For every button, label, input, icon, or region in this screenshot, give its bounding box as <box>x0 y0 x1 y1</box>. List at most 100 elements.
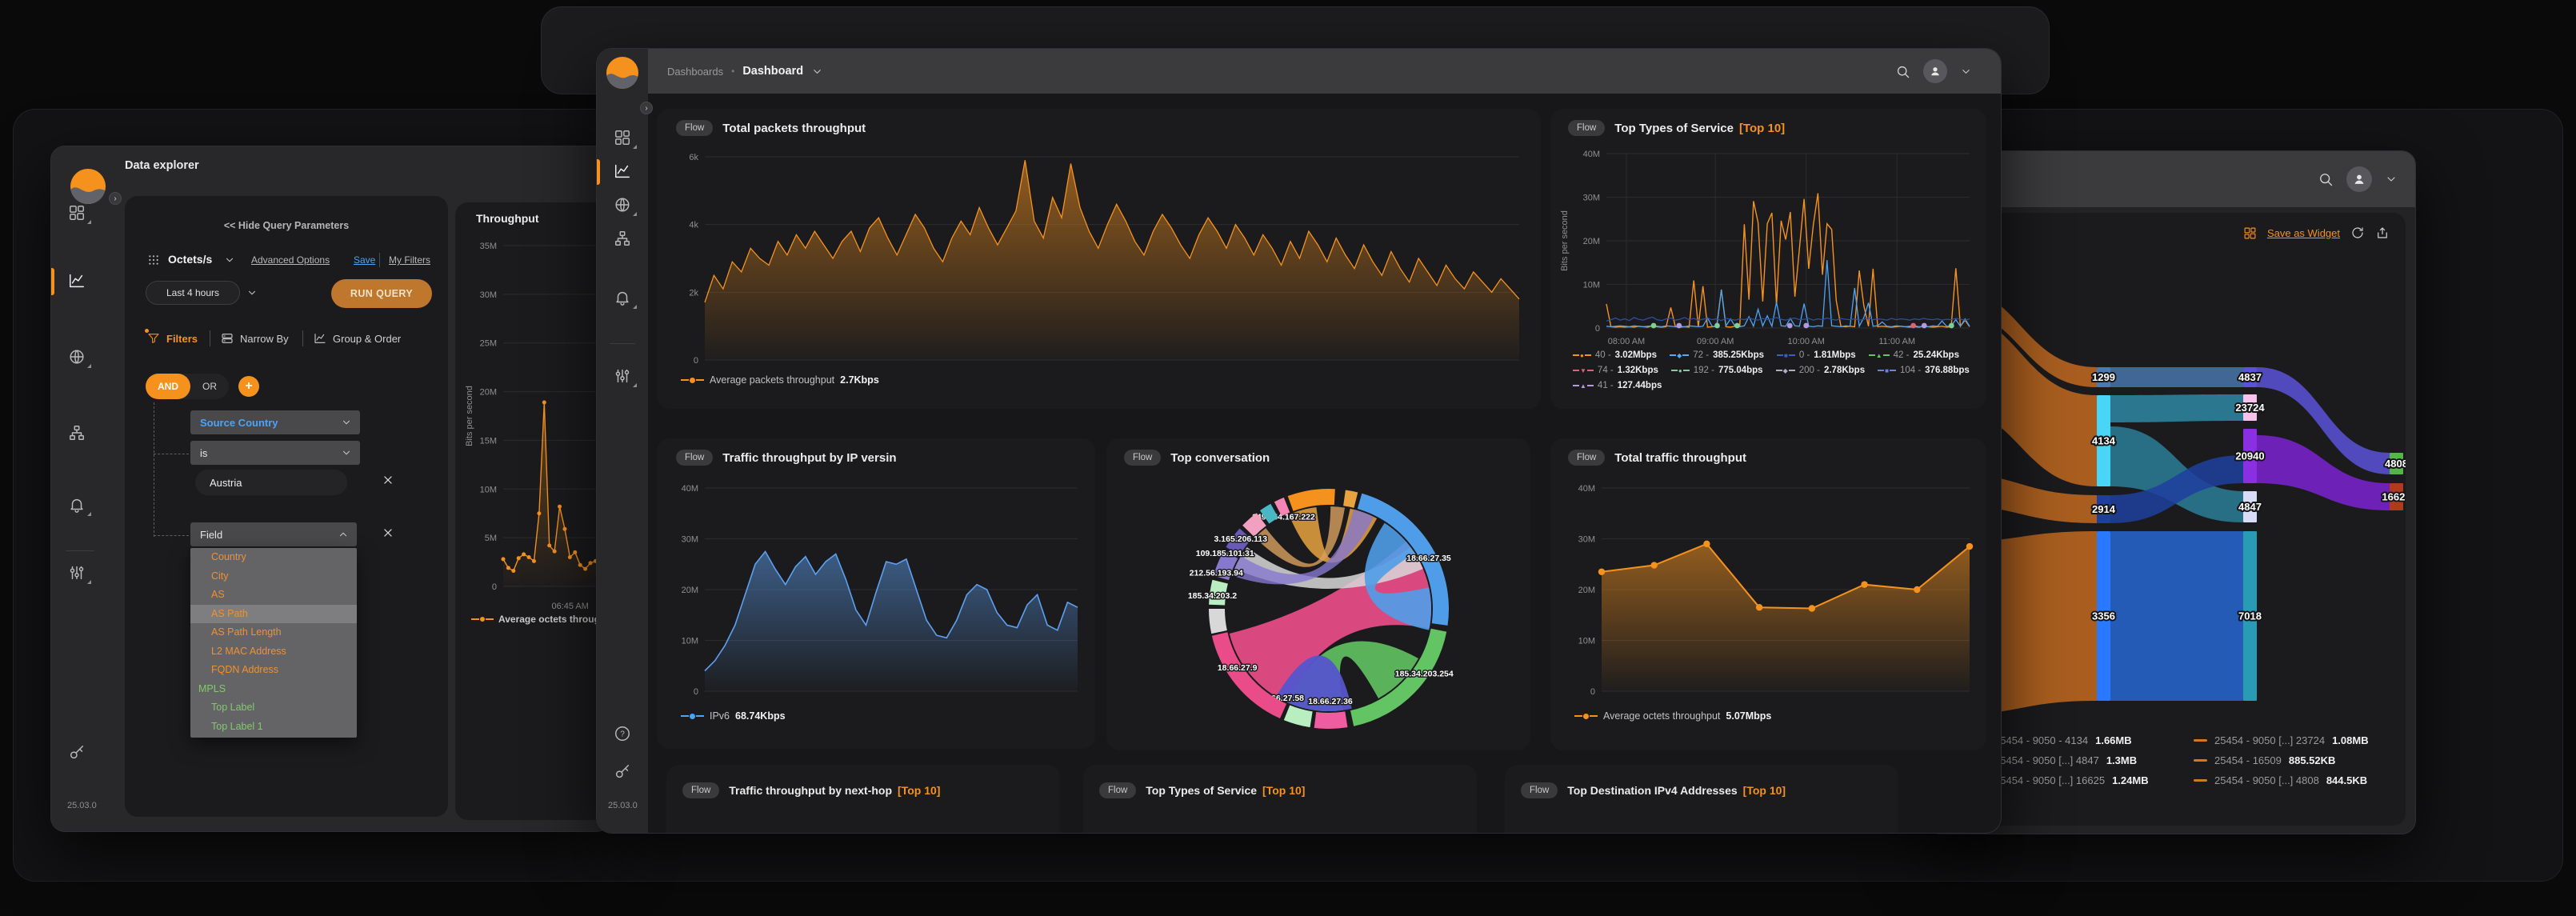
refresh-icon[interactable] <box>2350 226 2365 240</box>
sankey-legend-item[interactable]: 25454 - 9050 [...] 16625 1.24MB <box>1974 774 2170 786</box>
logic-and[interactable]: AND <box>146 374 190 399</box>
conversation-chord-chart: 149.154.167.22218.66.27.35185.34.203.254… <box>1186 489 1454 729</box>
field-option[interactable]: AS Path <box>190 604 357 623</box>
metric-chevron-icon[interactable] <box>224 254 235 266</box>
metric-select[interactable]: Octets/s <box>168 253 213 266</box>
tos-legend-item[interactable]: ■ 0 - 1.81Mbps <box>1777 350 1856 360</box>
filter-value-chip[interactable]: Austria <box>195 470 347 495</box>
svg-text:40M: 40M <box>1578 484 1595 494</box>
save-as-widget-link[interactable]: Save as Widget <box>2266 226 2340 239</box>
tos-legend-item[interactable]: ◆ 200 - 2.78Kbps <box>1775 366 1865 375</box>
remove-filter-icon[interactable] <box>382 474 394 486</box>
globe-icon[interactable] <box>68 348 91 368</box>
svg-text:16625: 16625 <box>2382 491 2406 503</box>
dashboards-icon[interactable] <box>68 204 91 224</box>
tos-legend-item[interactable]: ● 40 - 3.02Mbps <box>1573 350 1657 360</box>
sankey-legend-item[interactable]: 25454 - 16509 885.52KB <box>2194 754 2390 766</box>
tab-group-order[interactable]: Group & Order <box>333 333 402 345</box>
topology-icon[interactable] <box>614 230 631 247</box>
svg-text:2914: 2914 <box>2092 503 2116 515</box>
legend-marker <box>471 617 494 622</box>
alerts-bell-icon[interactable] <box>614 289 637 309</box>
field-select-open[interactable]: Field <box>190 522 357 546</box>
sankey-legend-item[interactable]: 25454 - 9050 - 4134 1.66MB <box>1974 734 2170 746</box>
dashboard-chevron-icon[interactable] <box>811 66 823 78</box>
dashboards-icon[interactable] <box>614 129 637 149</box>
breadcrumb-current[interactable]: Dashboard <box>742 65 804 78</box>
settings-sliders-icon[interactable] <box>614 367 637 387</box>
svg-text:18.66.27.35: 18.66.27.35 <box>1406 554 1451 563</box>
api-key-icon[interactable] <box>614 763 631 781</box>
add-filter-button[interactable]: + <box>238 376 259 397</box>
tos-legend-item[interactable]: ◆ 72 - 385.25Kbps <box>1670 350 1764 360</box>
user-avatar[interactable] <box>1923 59 1947 83</box>
tab-filters[interactable]: Filters <box>166 333 198 345</box>
export-icon[interactable] <box>2375 226 2390 240</box>
tab-narrow-by[interactable]: Narrow By <box>240 333 289 345</box>
svg-text:25M: 25M <box>480 339 497 349</box>
sankey-legend-item[interactable]: 25454 - 9050 [...] 4808 844.5KB <box>2194 774 2390 786</box>
advanced-options-link[interactable]: Advanced Options <box>251 254 330 266</box>
card-title: Top Destination IPv4 Addresses <box>1567 784 1738 797</box>
query-parameters-panel: << Hide Query Parameters Octets/s Advanc… <box>125 196 448 817</box>
svg-text:3356: 3356 <box>2092 610 2115 622</box>
globe-icon[interactable] <box>614 196 637 216</box>
tos-legend-item[interactable]: ▼ 74 - 1.32Kbps <box>1573 366 1658 375</box>
my-filters-link[interactable]: My Filters <box>389 254 430 266</box>
sankey-legend-item[interactable]: 25454 - 9050 [...] 23724 1.08MB <box>2194 734 2390 746</box>
field-option[interactable]: L2 MAC Address <box>211 645 286 657</box>
sidebar-expander[interactable]: › <box>109 192 122 205</box>
field-option[interactable]: Top Label 1 <box>211 720 263 732</box>
settings-sliders-icon[interactable] <box>68 564 91 584</box>
field-option[interactable]: Country <box>211 551 246 562</box>
flow-badge: Flow <box>1099 782 1137 798</box>
svg-text:109.185.101.31: 109.185.101.31 <box>1196 549 1254 558</box>
user-menu-chevron-icon[interactable] <box>2385 173 2398 186</box>
field-option[interactable]: MPLS <box>198 682 226 694</box>
explorer-logo[interactable] <box>70 169 106 204</box>
remove-field-icon[interactable] <box>382 527 394 538</box>
help-icon[interactable]: ? <box>614 725 631 742</box>
tos-legend-item[interactable]: ● 192 - 775.04bps <box>1670 366 1763 375</box>
card-title: Total packets throughput <box>722 121 866 135</box>
hide-query-parameters-link[interactable]: << Hide Query Parameters <box>223 220 350 231</box>
api-key-icon[interactable] <box>68 744 86 762</box>
time-range-chevron-icon[interactable] <box>246 287 258 298</box>
card-top-conversation: Flow Top conversation 149.154.167.222 18.… <box>1106 438 1530 750</box>
run-query-button[interactable]: RUN QUERY <box>331 279 432 308</box>
sidebar-expander[interactable]: › <box>640 102 653 114</box>
field-option[interactable]: AS <box>211 589 225 600</box>
tos-legend-item[interactable]: ■ 104 - 376.88bps <box>1878 366 1970 375</box>
dashboard-topbar: Dashboards • Dashboard <box>648 49 2001 94</box>
svg-text:10M: 10M <box>682 637 698 646</box>
user-menu-chevron-icon[interactable] <box>1960 66 1972 78</box>
tos-legend-item[interactable]: ▲ 41 - 127.44bps <box>1573 381 1662 390</box>
breadcrumb-root[interactable]: Dashboards <box>667 65 724 78</box>
filter-operator-value: is <box>200 446 208 459</box>
top-10-tag: [Top 10] <box>1262 784 1306 797</box>
logic-toggle[interactable]: AND OR <box>146 374 229 399</box>
save-link[interactable]: Save <box>354 254 376 266</box>
search-icon[interactable] <box>1895 64 1910 79</box>
user-avatar[interactable] <box>2346 166 2372 192</box>
filter-field-select[interactable]: Source Country <box>190 410 360 434</box>
alerts-bell-icon[interactable] <box>68 496 91 516</box>
field-option[interactable]: City <box>211 570 229 582</box>
explore-chart-icon[interactable] <box>68 272 86 290</box>
field-option[interactable]: FQDN Address <box>211 664 279 675</box>
time-range-select[interactable]: Last 4 hours <box>146 281 240 305</box>
search-icon[interactable] <box>2318 171 2334 187</box>
group-order-icon <box>314 332 326 345</box>
field-option[interactable]: Top Label <box>211 702 255 713</box>
tos-legend-item[interactable]: ▲ 42 - 25.24Kbps <box>1868 350 1959 360</box>
topology-icon[interactable] <box>68 424 86 442</box>
svg-text:6k: 6k <box>689 153 698 162</box>
packets-legend: Average packets throughput 2.7Kbps <box>681 374 879 386</box>
sankey-legend-item[interactable]: 25454 - 9050 [...] 4847 1.3MB <box>1974 754 2170 766</box>
dashboard-logo[interactable] <box>606 57 638 89</box>
filter-operator-select[interactable]: is <box>190 441 360 465</box>
explore-chart-icon[interactable] <box>614 162 631 180</box>
field-option[interactable]: AS Path Length <box>211 626 282 638</box>
logic-or[interactable]: OR <box>202 381 217 392</box>
